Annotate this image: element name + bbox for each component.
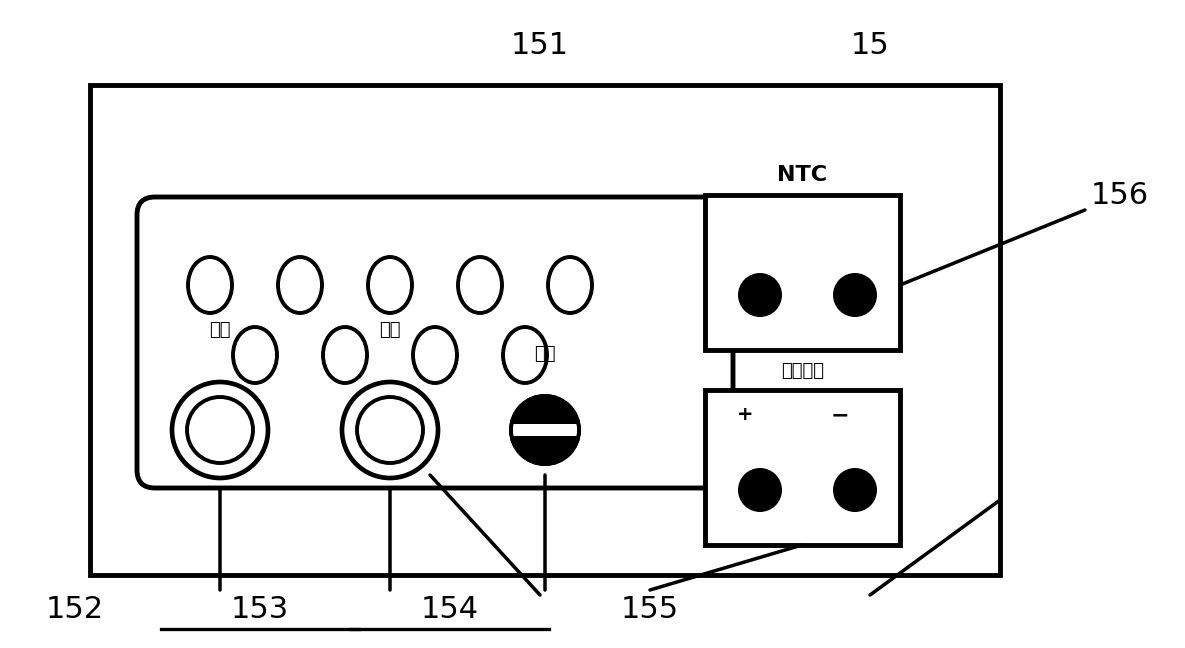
Ellipse shape (188, 257, 232, 313)
Text: 154: 154 (421, 596, 479, 625)
Circle shape (342, 382, 438, 478)
Circle shape (511, 396, 579, 464)
Text: +: + (737, 406, 754, 424)
Ellipse shape (502, 327, 547, 383)
Text: 电流输出: 电流输出 (781, 362, 824, 380)
Ellipse shape (547, 257, 592, 313)
Ellipse shape (278, 257, 322, 313)
Circle shape (738, 273, 782, 317)
Bar (705, 390, 899, 545)
Ellipse shape (414, 327, 457, 383)
Text: 155: 155 (621, 596, 679, 625)
Text: 156: 156 (1091, 181, 1149, 209)
Text: −: − (831, 405, 850, 425)
Circle shape (172, 382, 268, 478)
Bar (90, 85, 1000, 575)
Ellipse shape (369, 257, 412, 313)
Text: 15: 15 (851, 30, 890, 60)
Text: 电源: 电源 (210, 321, 231, 339)
Ellipse shape (233, 327, 277, 383)
Ellipse shape (324, 327, 367, 383)
Ellipse shape (457, 257, 502, 313)
Circle shape (833, 468, 877, 512)
Circle shape (187, 397, 254, 463)
Bar (513, 424, 577, 437)
Text: NTC: NTC (777, 165, 827, 185)
Text: 启动: 启动 (379, 321, 401, 339)
Text: 151: 151 (511, 30, 569, 60)
Circle shape (833, 273, 877, 317)
Circle shape (738, 468, 782, 512)
Bar (705, 195, 899, 350)
Text: 152: 152 (46, 596, 104, 625)
Circle shape (357, 397, 423, 463)
Text: 复位: 复位 (534, 345, 556, 363)
Text: 153: 153 (231, 596, 289, 625)
FancyBboxPatch shape (137, 197, 734, 488)
